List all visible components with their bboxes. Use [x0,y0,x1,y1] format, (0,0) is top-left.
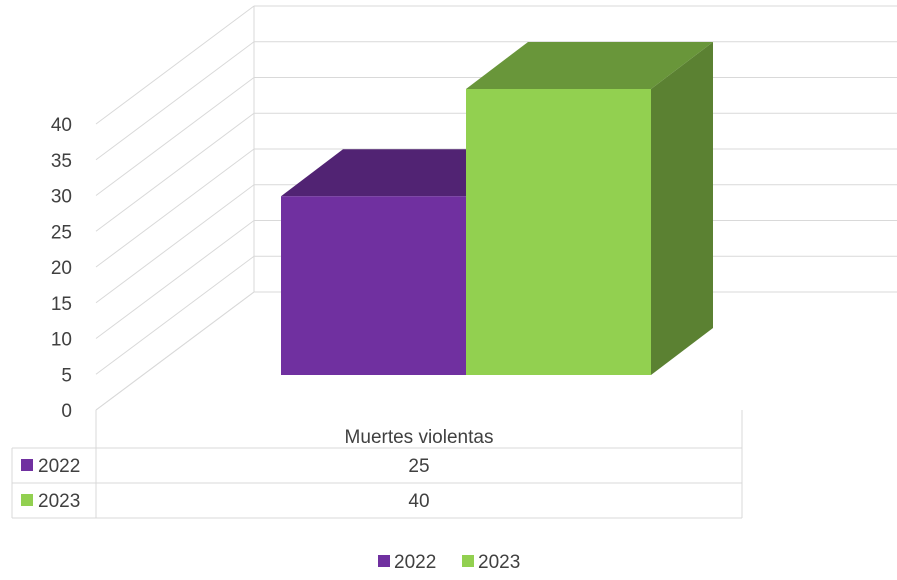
gridline-diagonal [95,148,255,268]
legend-label: 2022 [394,552,436,573]
gridline-diagonal [95,184,255,304]
legend: 2022 2023 [378,552,520,573]
table-series-name: 2022 [38,456,80,477]
legend-label: 2023 [478,552,520,573]
bar-2023 [466,42,713,375]
y-tick-label: 10 [51,330,72,351]
y-tick-label: 0 [61,401,72,422]
gridline-diagonal [95,255,255,375]
y-tick-label: 30 [51,187,72,208]
bar-top-face [466,42,713,89]
data-table: Muertes violentas 2022 25 2023 40 [11,410,743,519]
y-tick-label: 5 [61,365,72,386]
bar-front-face [466,89,651,375]
y-tick-label: 15 [51,294,72,315]
bar-front-face [281,196,466,375]
gridline-diagonal [95,112,255,232]
y-tick-label: 20 [51,258,72,279]
table-category-header: Muertes violentas [345,427,494,448]
table-series-name: 2023 [38,491,80,512]
table-value: 25 [408,456,429,477]
gridline-diagonal [95,220,255,339]
table-legend-key [21,459,33,471]
legend-key [378,555,390,567]
gridline-diagonal [95,41,255,161]
y-axis-ticks: 0 5 10 15 20 25 30 35 40 [51,115,72,422]
gridline-diagonal [95,77,255,196]
y-tick-label: 40 [51,115,72,136]
y-tick-label: 25 [51,222,72,243]
table-legend-key [21,494,33,506]
legend-key [462,555,474,567]
y-tick-label: 35 [51,151,72,172]
gridline-diagonal [95,291,255,411]
gridline-diagonal [95,5,255,125]
bars [281,42,713,375]
bar-side-face [651,42,713,375]
table-value: 40 [408,491,429,512]
